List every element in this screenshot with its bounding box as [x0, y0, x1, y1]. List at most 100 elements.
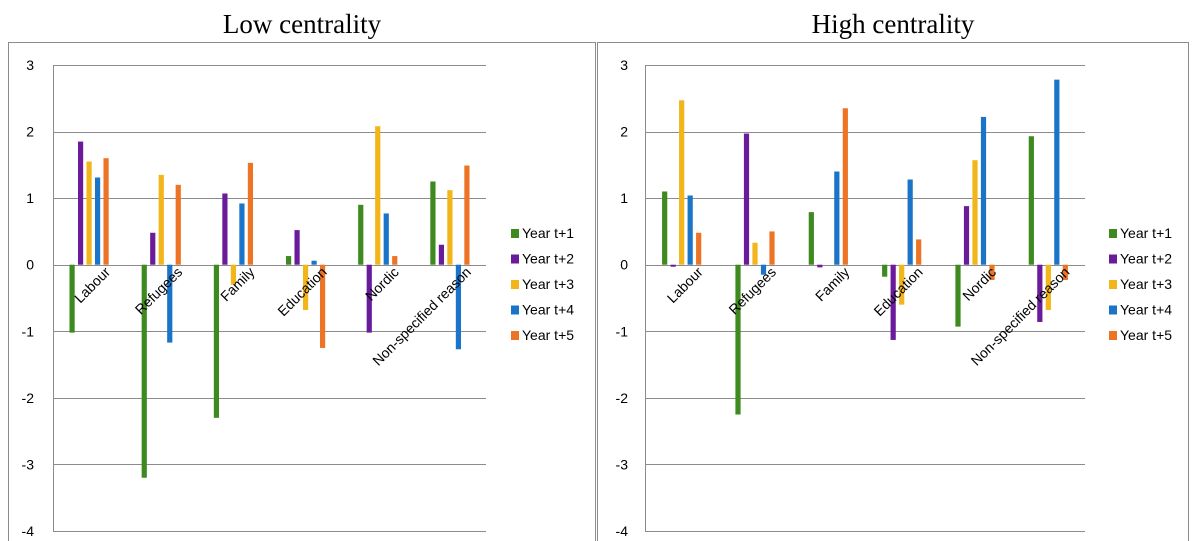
legend-label: Year t+1 — [1120, 225, 1172, 241]
x-category-label: Labour — [71, 264, 113, 306]
bar — [1062, 264, 1068, 281]
x-category-label: Family — [812, 264, 852, 304]
y-tick-label: 1 — [26, 190, 34, 206]
bar — [882, 264, 888, 277]
y-tick-label: -3 — [616, 456, 629, 472]
y-tick-label: -2 — [616, 390, 629, 406]
bar — [86, 161, 92, 265]
bar — [963, 206, 970, 265]
x-category-label: Education — [870, 264, 925, 319]
bar — [1045, 264, 1051, 310]
y-tick-label: -2 — [22, 390, 35, 406]
legend-swatch — [511, 331, 519, 340]
bar — [69, 264, 75, 333]
bar — [285, 256, 292, 265]
bar — [464, 165, 470, 265]
y-tick-label: 2 — [26, 124, 34, 140]
legend-label: Year t+4 — [522, 302, 574, 318]
bar — [662, 191, 668, 265]
legend-label: Year t+4 — [1120, 302, 1172, 318]
bar — [890, 264, 896, 340]
bar — [366, 264, 372, 333]
y-tick-label: -4 — [22, 523, 35, 539]
bar — [955, 264, 961, 327]
legend-label: Year t+5 — [1120, 327, 1172, 343]
y-tick-label: 0 — [620, 257, 628, 273]
bar — [817, 264, 823, 268]
bar — [141, 264, 147, 478]
legend-swatch — [511, 305, 519, 315]
x-category-label: Labour — [664, 264, 706, 306]
legend-swatch — [1109, 331, 1117, 340]
bar — [696, 232, 702, 265]
bar — [842, 108, 848, 265]
bar — [392, 256, 398, 265]
bar — [175, 184, 181, 265]
legend-swatch — [511, 229, 519, 238]
bar — [447, 190, 453, 265]
y-tick-label: 3 — [26, 57, 34, 73]
bar — [311, 260, 317, 265]
bar — [989, 264, 995, 281]
bar — [834, 171, 840, 265]
y-tick-label: 2 — [620, 124, 628, 140]
bar — [302, 264, 309, 310]
legend-swatch — [1109, 254, 1117, 264]
bar — [907, 179, 913, 265]
y-tick-label: 0 — [26, 257, 34, 273]
legend-swatch — [511, 254, 519, 264]
x-category-label: Refugees — [132, 264, 186, 318]
x-category-label: Nordic — [959, 264, 999, 304]
bar — [743, 133, 750, 265]
chart-title-high-centrality: High centrality — [811, 9, 975, 39]
bar — [358, 204, 364, 265]
bar — [294, 230, 300, 265]
bar — [752, 242, 758, 265]
bar — [1054, 79, 1060, 265]
y-tick-label: 1 — [620, 190, 628, 206]
y-tick-label: -1 — [22, 323, 35, 339]
bar — [167, 264, 173, 343]
bar — [383, 213, 389, 265]
legend-label: Year t+3 — [522, 276, 574, 292]
bar — [769, 231, 775, 265]
chart-frame — [597, 42, 1189, 541]
bar — [158, 174, 164, 265]
bar — [375, 126, 381, 265]
bar — [77, 141, 84, 265]
bar — [230, 264, 237, 285]
bar — [150, 232, 156, 265]
bar — [899, 264, 905, 305]
y-tick-label: -3 — [22, 456, 35, 472]
bar — [213, 264, 220, 418]
bar — [916, 239, 922, 265]
legend-label: Year t+5 — [522, 327, 574, 343]
x-category-label: Refugees — [725, 264, 779, 318]
bar — [239, 203, 245, 265]
y-tick-label: 3 — [620, 57, 628, 73]
y-tick-label: -1 — [616, 323, 629, 339]
x-category-label: Family — [217, 264, 257, 304]
bar — [735, 264, 741, 415]
chart-1: -4 -3 -2 -1 0 1 2 3 Labour Refugees Family Educatio… — [597, 42, 1189, 541]
legend-label: Year t+3 — [1120, 276, 1172, 292]
chart-frame — [8, 42, 596, 541]
bar — [980, 116, 987, 265]
legend-label: Year t+2 — [522, 251, 574, 267]
bar — [222, 193, 228, 265]
bar — [430, 181, 436, 265]
legend-swatch — [511, 280, 519, 289]
legend-label: Year t+2 — [1120, 251, 1172, 267]
bar — [760, 264, 767, 275]
legend-swatch — [1109, 305, 1117, 315]
bar — [687, 195, 693, 265]
bar — [319, 264, 326, 348]
bar — [670, 264, 676, 267]
bar — [1028, 136, 1034, 265]
bar — [679, 100, 685, 265]
bar — [247, 162, 254, 265]
bar — [455, 264, 462, 350]
legend-swatch — [1109, 280, 1117, 289]
